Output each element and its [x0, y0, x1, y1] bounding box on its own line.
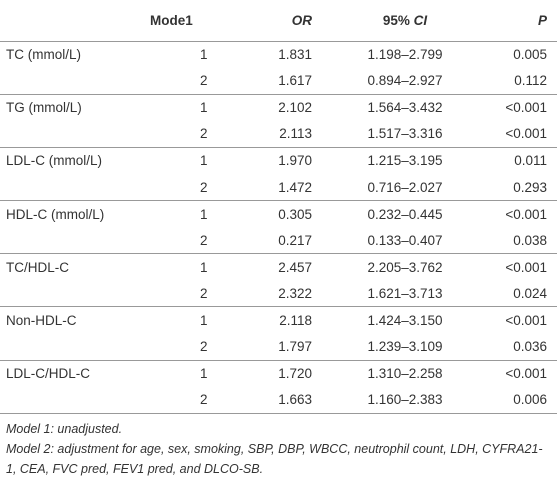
cell-mode: 2	[200, 73, 208, 89]
cell-variable: TG (mmol/L)	[0, 93, 150, 121]
cell-variable: LDL-C (mmol/L)	[0, 146, 150, 174]
cell-mode: 2	[200, 232, 208, 248]
cell-or: 2.113	[279, 126, 312, 142]
table-row: LDL-C (mmol/L) 1 1.970 1.215–3.195 0.011	[0, 146, 557, 174]
cell-variable	[0, 386, 150, 414]
header-p: P	[480, 0, 557, 42]
header-ci-italic: CI	[413, 12, 428, 28]
cell-p: <0.001	[480, 359, 557, 387]
cell-p: <0.001	[480, 306, 557, 334]
cell-ci: 0.232–0.445	[330, 200, 480, 228]
cell-or: 0.217	[278, 232, 312, 248]
cell-ci: 1.310–2.258	[330, 359, 480, 387]
cell-p: 0.038	[513, 232, 547, 248]
footnote-model2: Model 2: adjustment for age, sex, smokin…	[6, 442, 543, 476]
cell-p: 0.011	[480, 146, 557, 174]
cell-variable: Non-HDL-C	[0, 306, 150, 334]
cell-ci: 1.239–3.109	[367, 339, 443, 355]
table-footnotes: Model 1: unadjusted. Model 2: adjustment…	[6, 419, 551, 479]
table-row: 2 1.617 0.894–2.927 0.112	[0, 68, 557, 95]
cell-mode: 1	[150, 306, 240, 334]
cell-mode: 1	[150, 359, 240, 387]
cell-or: 1.472	[278, 179, 312, 195]
table-row: LDL-C/HDL-C 1 1.720 1.310–2.258 <0.001	[0, 359, 557, 387]
cell-or: 2.457	[240, 253, 330, 281]
cell-mode: 1	[150, 200, 240, 228]
footnote-model1: Model 1: unadjusted.	[6, 422, 123, 436]
table-row: TC (mmol/L) 1 1.831 1.198–2.799 0.005	[0, 40, 557, 68]
cell-ci: 1.160–2.383	[330, 386, 480, 414]
table-body: TC (mmol/L) 1 1.831 1.198–2.799 0.005 2 1.617 0…	[0, 40, 557, 414]
table-row: 2 2.113 1.517–3.316 <0.001	[0, 121, 557, 148]
cell-p: 0.024	[513, 285, 547, 301]
cell-ci: 1.564–3.432	[330, 93, 480, 121]
header-variable	[0, 0, 150, 42]
cell-or: 2.102	[240, 93, 330, 121]
cell-variable: LDL-C/HDL-C	[0, 359, 150, 387]
cell-ci: 1.621–3.713	[367, 285, 443, 301]
cell-or: 1.720	[240, 359, 330, 387]
table-header-row: Mode1 OR 95% CI P	[0, 0, 557, 42]
header-mode: Mode1	[150, 0, 240, 42]
header-ci-prefix: 95%	[382, 12, 414, 28]
cell-p: 0.293	[513, 179, 547, 195]
cell-variable: HDL-C (mmol/L)	[0, 200, 150, 228]
cell-mode: 2	[150, 386, 240, 414]
cell-or: 1.970	[240, 146, 330, 174]
cell-mode: 1	[150, 40, 240, 68]
cell-p: <0.001	[480, 253, 557, 281]
cell-variable: TC (mmol/L)	[0, 40, 150, 68]
cell-or: 0.305	[240, 200, 330, 228]
cell-variable	[0, 68, 150, 95]
table-row: 2 1.797 1.239–3.109 0.036	[0, 334, 557, 361]
cell-mode: 1	[150, 253, 240, 281]
cell-variable	[0, 334, 150, 361]
cell-mode: 2	[200, 179, 208, 195]
cell-p: 0.005	[480, 40, 557, 68]
table-row: 2 0.217 0.133–0.407 0.038	[0, 227, 557, 254]
odds-ratio-table: Mode1 OR 95% CI P TC (mmol/L) 1 1.831 1.198…	[0, 0, 557, 414]
cell-p: 0.006	[480, 386, 557, 414]
header-or: OR	[240, 0, 330, 42]
cell-ci: 0.716–2.027	[367, 179, 443, 195]
table-row: 2 1.472 0.716–2.027 0.293	[0, 174, 557, 201]
cell-ci: 1.517–3.316	[367, 126, 443, 142]
cell-ci: 2.205–3.762	[330, 253, 480, 281]
cell-mode: 1	[150, 146, 240, 174]
cell-p: <0.001	[480, 200, 557, 228]
cell-p: 0.112	[514, 73, 547, 89]
table-row: Non-HDL-C 1 2.118 1.424–3.150 <0.001	[0, 306, 557, 334]
cell-mode: 1	[150, 93, 240, 121]
cell-variable	[0, 280, 150, 307]
cell-ci: 1.215–3.195	[330, 146, 480, 174]
cell-or: 1.831	[240, 40, 330, 68]
cell-mode: 2	[200, 285, 208, 301]
cell-p: <0.001	[505, 126, 547, 142]
cell-variable	[0, 121, 150, 148]
cell-or: 1.797	[278, 339, 312, 355]
table-row: HDL-C (mmol/L) 1 0.305 0.232–0.445 <0.001	[0, 200, 557, 228]
header-ci: 95% CI	[330, 0, 480, 42]
table-row: TC/HDL-C 1 2.457 2.205–3.762 <0.001	[0, 253, 557, 281]
cell-variable	[0, 174, 150, 201]
cell-mode: 2	[200, 339, 208, 355]
cell-or: 2.118	[240, 306, 330, 334]
cell-p: 0.036	[513, 339, 547, 355]
cell-or: 1.663	[240, 386, 330, 414]
cell-variable: TC/HDL-C	[0, 253, 150, 281]
cell-p: <0.001	[480, 93, 557, 121]
cell-ci: 0.894–2.927	[367, 73, 443, 89]
cell-mode: 2	[200, 126, 208, 142]
cell-or: 1.617	[278, 73, 312, 89]
cell-ci: 0.133–0.407	[367, 232, 443, 248]
cell-ci: 1.198–2.799	[330, 40, 480, 68]
cell-ci: 1.424–3.150	[330, 306, 480, 334]
cell-or: 2.322	[278, 285, 312, 301]
cell-variable	[0, 227, 150, 254]
table-row: TG (mmol/L) 1 2.102 1.564–3.432 <0.001	[0, 93, 557, 121]
table-row: 2 2.322 1.621–3.713 0.024	[0, 280, 557, 307]
table-row: 2 1.663 1.160–2.383 0.006	[0, 386, 557, 414]
